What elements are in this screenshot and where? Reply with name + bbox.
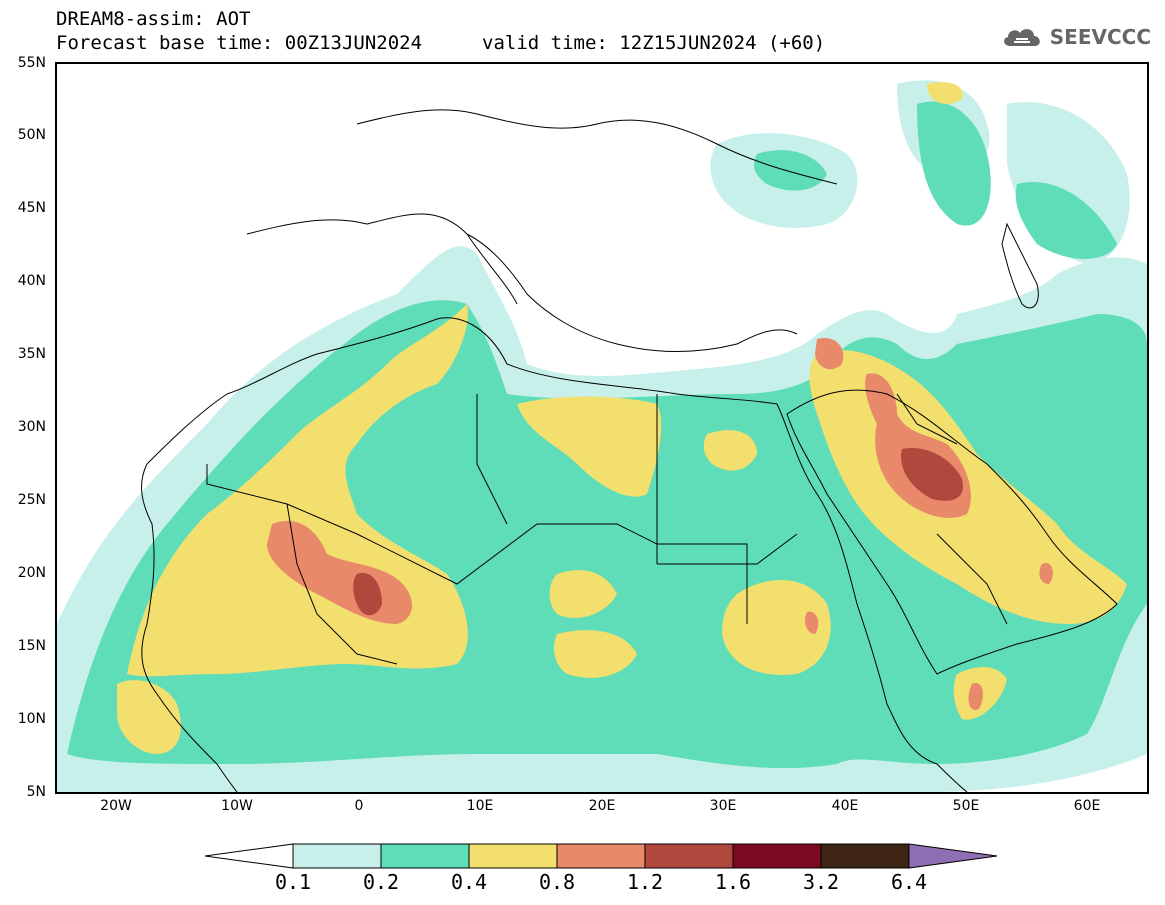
- aot-map: [55, 62, 1149, 794]
- colorbar-label: 1.2: [626, 870, 664, 894]
- colorbar-label: 0.8: [538, 870, 576, 894]
- colorbar-segment: [732, 843, 822, 869]
- colorbar-segment: [468, 843, 558, 869]
- seevccc-logo: SEEVCCC: [1000, 24, 1151, 50]
- lon-label: 40E: [831, 798, 859, 814]
- colorbar-segment: [380, 843, 470, 869]
- lat-label: 10N: [17, 711, 46, 727]
- lat-label: 30N: [17, 419, 46, 435]
- lat-label: 35N: [17, 346, 46, 362]
- colorbar-label: 0.1: [274, 870, 312, 894]
- forecast-base-time: Forecast base time: 00Z13JUN2024: [56, 32, 423, 54]
- colorbar-label: 6.4: [890, 870, 928, 894]
- lon-label: 60E: [1073, 798, 1101, 814]
- lon-label: 20E: [588, 798, 616, 814]
- colorbar-label: 0.4: [450, 870, 488, 894]
- aot-field: [57, 80, 1147, 792]
- lat-label: 55N: [17, 55, 46, 71]
- colorbar-segment: [644, 843, 734, 869]
- lon-label: 20W: [100, 798, 132, 814]
- cloud-icon: [1003, 29, 1040, 46]
- lon-label: 10E: [466, 798, 494, 814]
- colorbar: [205, 843, 998, 869]
- map-title: DREAM8-assim: AOT: [56, 8, 251, 30]
- lat-label: 45N: [17, 200, 46, 216]
- lat-label: 20N: [17, 565, 46, 581]
- lon-label: 0: [354, 798, 364, 814]
- lat-label: 40N: [17, 273, 46, 289]
- map-outlines: [141, 109, 1118, 792]
- lat-label: 50N: [17, 127, 46, 143]
- logo-text: SEEVCCC: [1049, 25, 1151, 49]
- lat-label: 5N: [26, 784, 46, 800]
- colorbar-overflow: [908, 843, 998, 869]
- lat-label: 25N: [17, 492, 46, 508]
- lon-label: 30E: [709, 798, 737, 814]
- lat-label: 15N: [17, 638, 46, 654]
- colorbar-label: 3.2: [802, 870, 840, 894]
- aot-band-1-2: [353, 448, 963, 616]
- colorbar-label: 0.2: [362, 870, 400, 894]
- colorbar-label: 1.6: [714, 870, 752, 894]
- colorbar-segment: [556, 843, 646, 869]
- colorbar-underflow: [205, 843, 294, 869]
- colorbar-segment: [292, 843, 382, 869]
- lon-label: 10W: [221, 798, 253, 814]
- valid-time: valid time: 12Z15JUN2024 (+60): [482, 32, 826, 54]
- lon-label: 50E: [952, 798, 980, 814]
- colorbar-segment: [820, 843, 910, 869]
